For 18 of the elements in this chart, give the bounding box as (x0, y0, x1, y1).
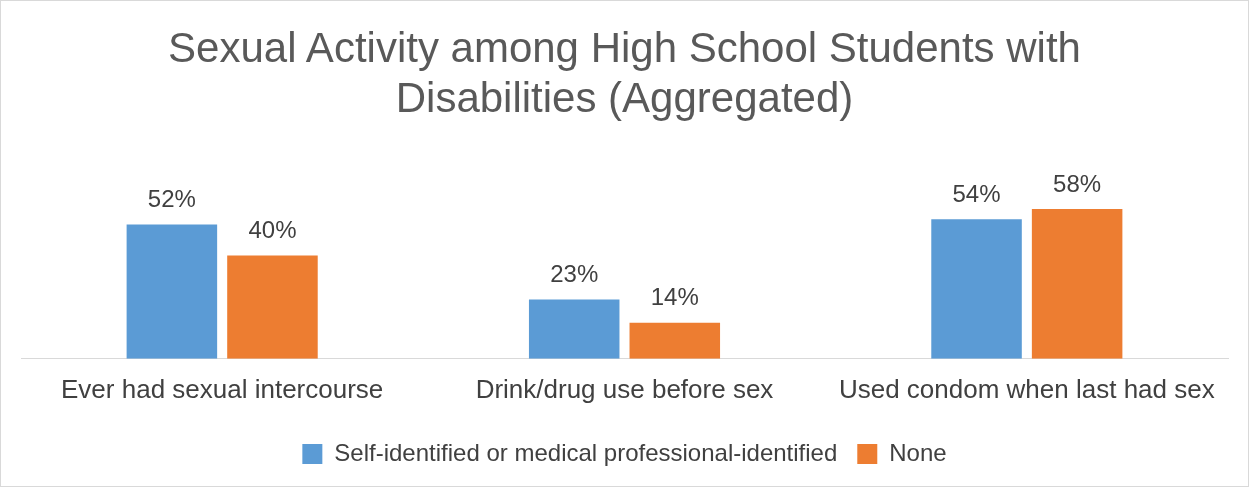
x-tick-label: Ever had sexual intercourse (61, 373, 384, 404)
chart-title: Sexual Activity among High School Students with Disabilities (Aggregated) (168, 23, 1081, 122)
data-label: 54% (952, 179, 1001, 207)
data-label: 14% (650, 283, 699, 311)
data-label: 23% (550, 260, 599, 288)
x-tick-label: Drink/drug use before sex (475, 373, 774, 404)
legend-label: None (889, 438, 947, 466)
data-label: 52% (147, 185, 196, 213)
data-label: 40% (248, 216, 297, 244)
bar (629, 322, 721, 359)
legend-label: Self-identified or medical professional-identified (334, 438, 838, 466)
data-label: 58% (1053, 169, 1102, 197)
bar (528, 299, 620, 359)
bar (126, 224, 218, 359)
bar (1031, 208, 1123, 359)
x-tick-label: Used condom when last had sex (838, 373, 1215, 404)
bar (931, 219, 1022, 359)
bar (227, 255, 318, 359)
